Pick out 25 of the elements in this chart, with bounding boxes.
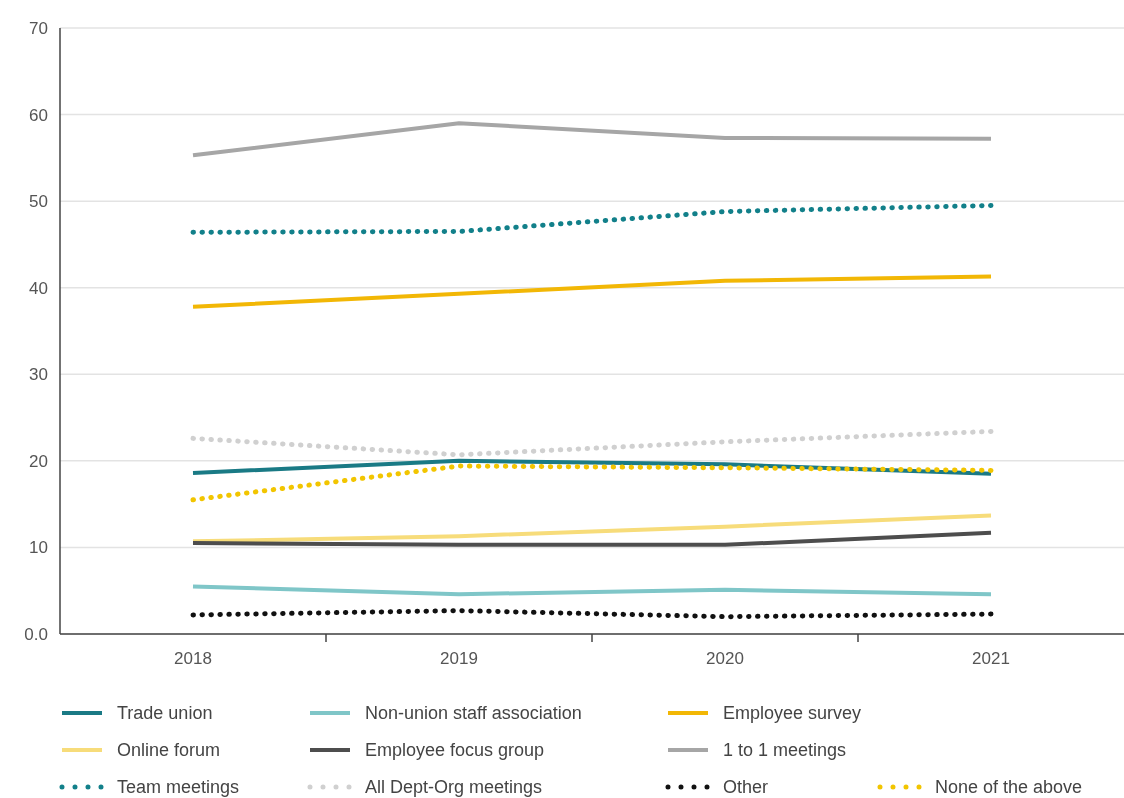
x-tick-label: 2021	[972, 649, 1010, 668]
legend-label: Employee focus group	[365, 740, 545, 761]
line-series	[191, 121, 993, 158]
legend-label: Team meetings	[117, 777, 240, 798]
y-tick-label: 0.0	[24, 624, 48, 644]
y-tick-label: 40	[29, 278, 48, 298]
y-tick-label: 50	[29, 192, 48, 212]
x-tick-label: 2019	[440, 649, 478, 668]
legend-label: All Dept-Org meetings	[365, 777, 543, 798]
x-tick-label: 2018	[174, 649, 212, 668]
legend-label: Other	[723, 777, 769, 798]
legend-label: 1 to 1 meetings	[723, 740, 847, 761]
x-tick-label: 2020	[706, 649, 744, 668]
legend-label: Non-union staff association	[365, 703, 582, 724]
y-tick-label: 70	[29, 18, 48, 38]
line-series	[191, 513, 993, 544]
legend-label: Employee survey	[723, 703, 862, 724]
y-tick-label: 10	[29, 538, 48, 558]
legend-label: Trade union	[117, 703, 213, 724]
y-tick-label: 30	[29, 365, 48, 385]
line-series	[191, 274, 993, 309]
legend-label: Online forum	[117, 740, 221, 761]
y-tick-label: 60	[29, 105, 48, 125]
legend-label: None of the above	[935, 777, 1083, 798]
y-tick-label: 20	[29, 451, 48, 471]
